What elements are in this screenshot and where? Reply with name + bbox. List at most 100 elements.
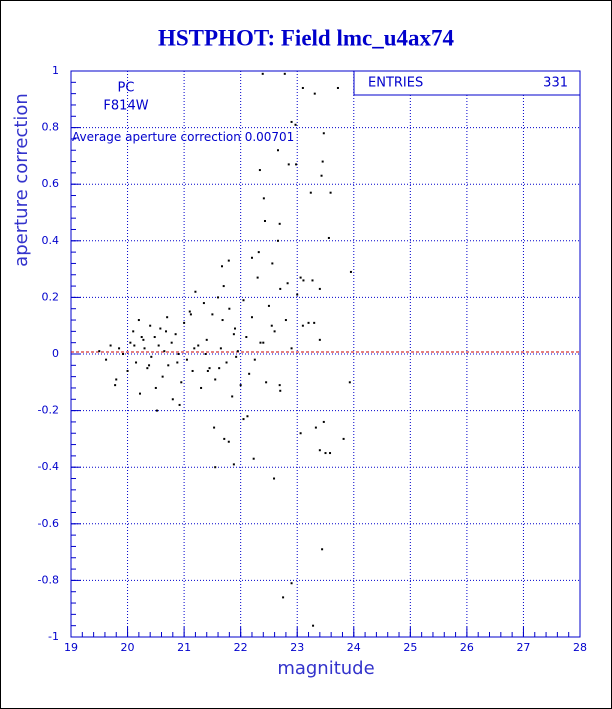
point xyxy=(256,276,259,279)
y-axis-label: aperture correction xyxy=(11,93,32,267)
point xyxy=(313,321,316,324)
point xyxy=(188,310,191,313)
point xyxy=(321,160,324,163)
point xyxy=(153,336,156,339)
point xyxy=(213,426,216,429)
point xyxy=(208,367,211,370)
point xyxy=(250,316,253,319)
point xyxy=(318,338,321,341)
point xyxy=(159,327,162,330)
point xyxy=(267,304,270,307)
point xyxy=(322,132,325,135)
average-label: Average aperture correction xyxy=(72,130,241,144)
average-value: 0.00701 xyxy=(245,130,295,144)
point xyxy=(149,324,152,327)
point xyxy=(109,344,112,347)
point xyxy=(261,72,264,75)
point xyxy=(270,324,273,327)
point xyxy=(329,452,332,455)
point xyxy=(148,364,151,367)
point xyxy=(118,347,121,350)
point xyxy=(227,259,230,262)
point xyxy=(290,120,293,123)
point xyxy=(234,327,237,330)
y-tick-label: -0.6 xyxy=(38,517,59,530)
point xyxy=(278,384,281,387)
point xyxy=(290,582,293,585)
y-tick-label: 0.2 xyxy=(42,290,60,303)
point xyxy=(239,384,242,387)
camera-label: PC xyxy=(118,81,135,96)
point xyxy=(98,350,101,353)
point xyxy=(257,251,260,254)
point xyxy=(214,466,217,469)
point xyxy=(263,219,266,222)
point xyxy=(161,375,164,378)
point xyxy=(137,319,140,322)
point xyxy=(276,239,279,242)
y-tick-label: 1 xyxy=(52,64,59,77)
point xyxy=(194,290,197,293)
point xyxy=(135,361,138,364)
point xyxy=(142,338,145,341)
point xyxy=(214,378,217,381)
point xyxy=(309,191,312,194)
point xyxy=(296,293,299,296)
y-tick-label: -0.2 xyxy=(38,404,59,417)
point xyxy=(189,313,192,316)
point xyxy=(299,276,302,279)
point xyxy=(301,324,304,327)
y-tick-label: 0 xyxy=(52,347,59,360)
point xyxy=(283,72,286,75)
entries-value: 331 xyxy=(543,76,568,91)
point xyxy=(273,477,276,480)
point xyxy=(235,355,238,358)
point xyxy=(174,333,177,336)
point xyxy=(219,347,222,350)
x-tick-label: 23 xyxy=(290,641,304,654)
point xyxy=(320,174,323,177)
point xyxy=(223,437,226,440)
point xyxy=(318,449,321,452)
point xyxy=(221,319,224,322)
point xyxy=(336,86,339,89)
point xyxy=(166,316,169,319)
x-tick-label: 28 xyxy=(573,641,587,654)
point xyxy=(206,369,209,372)
x-tick-label: 21 xyxy=(177,641,191,654)
y-tick-label: 0.6 xyxy=(42,177,60,190)
point xyxy=(318,287,321,290)
y-tick-label: -1 xyxy=(48,630,59,643)
x-axis-label: magnitude xyxy=(277,658,374,679)
point xyxy=(236,350,239,353)
x-tick-label: 24 xyxy=(347,641,361,654)
point xyxy=(211,313,214,316)
point xyxy=(286,282,289,285)
point xyxy=(279,389,282,392)
point xyxy=(262,341,265,344)
point xyxy=(321,548,324,551)
point xyxy=(176,361,179,364)
point xyxy=(221,265,224,268)
y-tick-label: -0.8 xyxy=(38,573,59,586)
point xyxy=(185,358,188,361)
point xyxy=(200,386,203,389)
point xyxy=(278,222,281,225)
point xyxy=(271,262,274,265)
point xyxy=(265,381,268,384)
point xyxy=(157,344,160,347)
average-annotation: Average aperture correction 0.00701 xyxy=(72,130,294,144)
point xyxy=(133,344,136,347)
point xyxy=(313,92,316,95)
point xyxy=(126,369,129,372)
point xyxy=(183,321,186,324)
point xyxy=(114,384,117,387)
point xyxy=(232,463,235,466)
point xyxy=(150,355,153,358)
point xyxy=(204,353,207,355)
y-tick-label: 0.4 xyxy=(42,234,60,247)
point xyxy=(170,341,173,344)
point xyxy=(287,163,290,166)
point xyxy=(177,353,180,355)
